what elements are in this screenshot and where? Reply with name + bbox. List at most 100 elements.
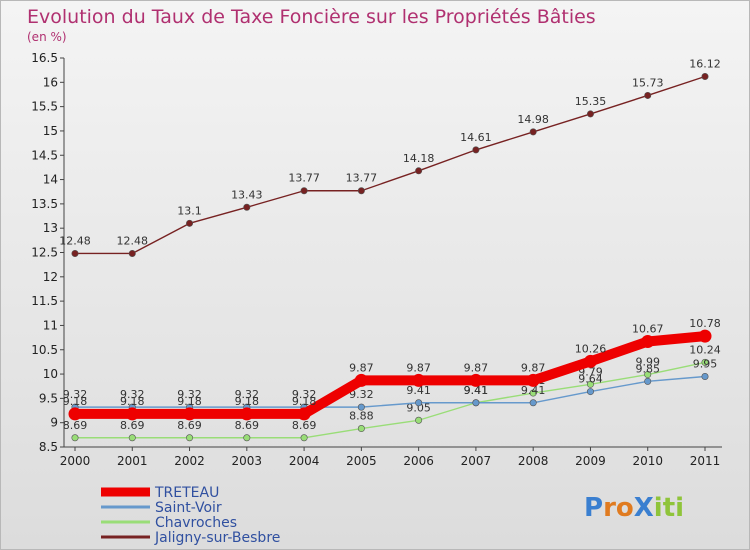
data-label: 8.69 bbox=[235, 419, 260, 432]
series-1: 9.32 9.32 9.32 9.32 9.32 9.32 9.41 9.41 9.41 9.64… bbox=[63, 357, 718, 411]
data-point bbox=[472, 146, 480, 154]
y-tick-label: 14.5 bbox=[31, 148, 58, 162]
data-label: 9.64 bbox=[578, 373, 603, 386]
x-tick-label: 2007 bbox=[461, 454, 492, 468]
data-label: 13.43 bbox=[231, 188, 263, 201]
data-label: 9.99 bbox=[635, 356, 660, 369]
data-label: 9.41 bbox=[464, 384, 489, 397]
data-point bbox=[240, 407, 254, 421]
data-point bbox=[415, 167, 423, 175]
series-line bbox=[75, 75, 706, 255]
data-label: 9.18 bbox=[235, 395, 260, 408]
x-tick-label: 2003 bbox=[232, 454, 263, 468]
data-point bbox=[183, 407, 197, 421]
data-label: 9.32 bbox=[235, 388, 260, 401]
data-label: 9.87 bbox=[521, 361, 546, 374]
y-tick-label: 10.5 bbox=[31, 343, 58, 357]
data-point bbox=[125, 407, 139, 421]
series-line bbox=[75, 331, 706, 419]
data-point bbox=[529, 389, 537, 397]
data-point bbox=[529, 399, 537, 407]
data-point bbox=[701, 72, 709, 80]
proxiti-logo: ProXiti bbox=[584, 493, 684, 523]
data-point bbox=[415, 416, 423, 424]
x-tick-label: 2000 bbox=[60, 454, 91, 468]
y-tick-label: 9 bbox=[50, 416, 58, 430]
data-point bbox=[357, 187, 365, 195]
data-point bbox=[243, 203, 251, 211]
data-label: 14.98 bbox=[517, 113, 549, 126]
data-point bbox=[186, 434, 194, 442]
y-tick-label: 9.5 bbox=[39, 391, 58, 405]
data-label: 9.05 bbox=[406, 401, 431, 414]
data-label: 10.67 bbox=[632, 322, 664, 335]
y-tick-label: 12.5 bbox=[31, 246, 58, 260]
data-point bbox=[529, 128, 537, 136]
data-point bbox=[354, 373, 368, 387]
data-label: 9.95 bbox=[693, 357, 718, 370]
y-tick-label: 14 bbox=[43, 173, 58, 187]
data-point bbox=[644, 91, 652, 99]
y-tick-label: 15.5 bbox=[31, 100, 58, 114]
legend-item: Saint-Voir bbox=[101, 500, 222, 516]
series-line bbox=[75, 375, 706, 408]
data-label: 9.18 bbox=[63, 395, 88, 408]
y-tick-label: 16 bbox=[43, 75, 58, 89]
y-tick-label: 10 bbox=[43, 367, 58, 381]
series-line bbox=[75, 361, 706, 439]
data-label: 10.24 bbox=[689, 343, 721, 356]
data-label: 9.87 bbox=[464, 361, 489, 374]
legend-label: Jaligny-sur-Besbre bbox=[154, 530, 280, 546]
data-point bbox=[71, 434, 79, 442]
y-axis-unit: (en %) bbox=[27, 30, 67, 44]
y-tick-label: 13 bbox=[43, 221, 58, 235]
legend-item: Chavroches bbox=[101, 515, 237, 531]
data-label: 13.77 bbox=[346, 172, 378, 185]
x-tick-label: 2011 bbox=[690, 454, 721, 468]
data-point bbox=[469, 373, 483, 387]
data-point bbox=[644, 371, 652, 379]
data-label: 9.32 bbox=[120, 388, 145, 401]
data-point bbox=[586, 380, 594, 388]
data-point bbox=[526, 373, 540, 387]
data-point bbox=[586, 110, 594, 118]
y-tick-label: 11.5 bbox=[31, 294, 58, 308]
data-label: 9.41 bbox=[521, 384, 546, 397]
legend-item: TRETEAU bbox=[101, 485, 219, 501]
chart-title: Evolution du Taux de Taxe Foncière sur l… bbox=[27, 6, 596, 28]
data-point bbox=[412, 373, 426, 387]
data-point bbox=[300, 187, 308, 195]
data-label: 9.32 bbox=[292, 388, 317, 401]
data-label: 8.88 bbox=[349, 410, 374, 423]
data-point bbox=[128, 249, 136, 257]
data-point bbox=[357, 425, 365, 433]
data-point bbox=[583, 354, 597, 368]
data-point bbox=[641, 334, 655, 348]
data-label: 9.32 bbox=[177, 388, 202, 401]
data-point bbox=[357, 403, 365, 411]
data-label: 9.32 bbox=[349, 388, 374, 401]
data-label: 9.41 bbox=[464, 384, 489, 397]
data-label: 8.69 bbox=[63, 419, 88, 432]
x-tick-label: 2001 bbox=[117, 454, 148, 468]
x-tick-label: 2002 bbox=[174, 454, 205, 468]
data-point bbox=[297, 407, 311, 421]
data-label: 12.48 bbox=[117, 234, 149, 247]
data-point bbox=[644, 377, 652, 385]
data-label: 9.32 bbox=[63, 388, 88, 401]
x-tick-label: 2008 bbox=[518, 454, 549, 468]
legend-label: TRETEAU bbox=[154, 485, 219, 501]
data-label: 9.85 bbox=[635, 362, 660, 375]
y-tick-label: 16.5 bbox=[31, 51, 58, 65]
data-label: 9.18 bbox=[292, 395, 317, 408]
data-point bbox=[128, 434, 136, 442]
data-point bbox=[698, 329, 712, 343]
data-label: 9.41 bbox=[406, 384, 431, 397]
data-label: 13.1 bbox=[177, 204, 202, 217]
data-label: 13.77 bbox=[288, 172, 320, 185]
data-label: 8.69 bbox=[292, 419, 317, 432]
data-label: 14.61 bbox=[460, 131, 492, 144]
x-tick-label: 2004 bbox=[289, 454, 320, 468]
